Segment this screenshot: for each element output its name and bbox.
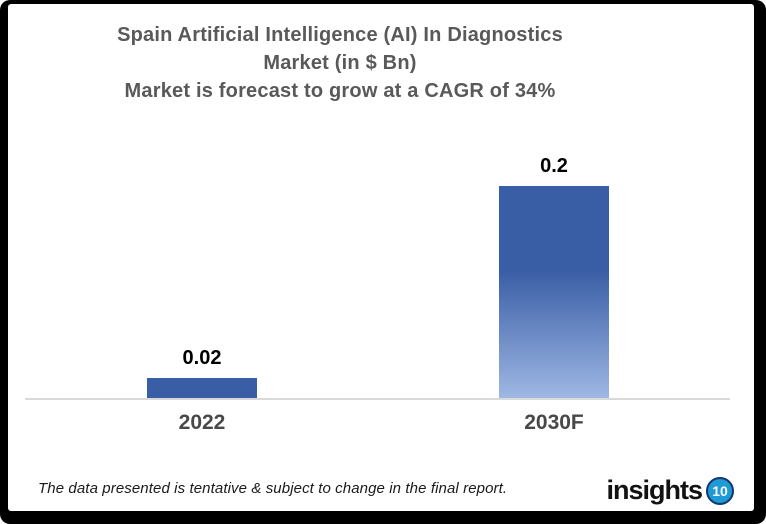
value-label-2030f: 0.2 bbox=[540, 155, 568, 177]
bar-2030f bbox=[499, 186, 609, 399]
disclaimer-text: The data presented is tentative & subjec… bbox=[38, 480, 508, 497]
x-axis-line bbox=[25, 398, 730, 400]
bar-group-2022: 0.02 bbox=[147, 347, 257, 399]
chart-title-line-3: Market is forecast to grow at a CAGR of … bbox=[124, 80, 556, 102]
category-label-2022: 2022 bbox=[178, 411, 226, 434]
bar-group-2030f: 0.2 bbox=[499, 155, 609, 399]
logo-wordmark: insights bbox=[606, 475, 703, 505]
bar-2022 bbox=[147, 378, 257, 399]
value-label-2022: 0.02 bbox=[182, 347, 222, 369]
category-label-2030f: 2030F bbox=[524, 411, 584, 434]
chart-panel: Spain Artificial Intelligence (AI) In Di… bbox=[8, 4, 754, 511]
chart-title-line-2: Market (in $ Bn) bbox=[263, 52, 417, 74]
chart-title-line-1: Spain Artificial Intelligence (AI) In Di… bbox=[117, 24, 563, 46]
insights10-logo: insights 10 bbox=[606, 475, 734, 506]
logo-badge-10: 10 bbox=[706, 476, 734, 505]
chart-title: Spain Artificial Intelligence (AI) In Di… bbox=[8, 21, 672, 105]
